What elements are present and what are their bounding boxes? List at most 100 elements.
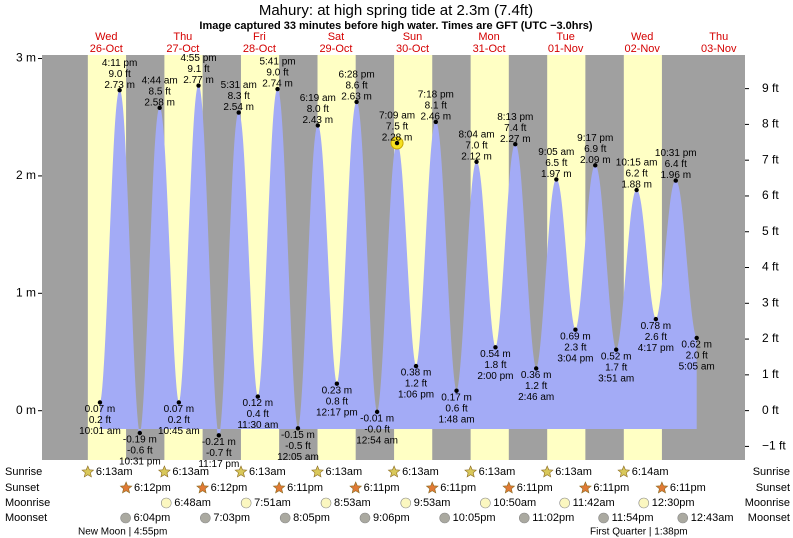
day-weekday: Thu	[709, 31, 728, 43]
sun-icon	[234, 465, 248, 478]
tide-point	[97, 400, 103, 405]
y2-tick-label: 3 ft	[762, 295, 779, 309]
tide-point	[137, 430, 143, 436]
tide-point	[176, 400, 182, 405]
tide-time: 11:17 pm	[198, 459, 239, 470]
tide-time: 2:00 pm	[477, 371, 513, 382]
day-date: 31-Oct	[473, 43, 506, 55]
moonset-icon	[200, 512, 211, 524]
event-time: 7:51am	[254, 497, 291, 509]
tide-ft: -0.6 ft	[127, 446, 153, 457]
tide-ft: -0.7 ft	[206, 448, 232, 459]
tide-m: -0.15 m	[281, 430, 315, 441]
tide-ft: 6.4 ft	[665, 159, 687, 170]
tide-ft: 6.9 ft	[584, 144, 606, 155]
tide-ft: 9.0 ft	[108, 69, 130, 80]
row-label: Sunset	[5, 482, 39, 494]
tide-time: 1:06 pm	[398, 390, 434, 401]
y-tick-label: 1 m	[16, 285, 36, 299]
moonset-icon	[279, 512, 291, 524]
tide-ft: 7.4 ft	[504, 123, 526, 134]
tide-ft: 6.2 ft	[625, 169, 647, 180]
tide-m: 2.12 m	[461, 151, 492, 162]
tide-ft: 6.5 ft	[545, 158, 567, 169]
sun-icon	[425, 481, 439, 494]
event-time: 6:13am	[172, 466, 209, 478]
tide-m: 0.17 m	[441, 392, 472, 403]
tide-ft: 2.3 ft	[564, 342, 586, 353]
event-time: 6:13am	[479, 466, 516, 478]
moonrise-icon	[320, 497, 332, 509]
event-time: 6:13am	[249, 466, 286, 478]
tide-ft: 8.6 ft	[345, 81, 367, 92]
tide-time: 12:05 am	[277, 452, 319, 463]
tide-point	[513, 142, 518, 147]
event-time: 8:53am	[334, 497, 371, 509]
tide-time: 5:31 am	[221, 80, 257, 91]
event-time: 8:05pm	[293, 512, 330, 524]
tide-m: 1.88 m	[621, 180, 652, 191]
tide-ft: 9.1 ft	[187, 64, 209, 75]
tide-time: 4:17 pm	[638, 343, 674, 354]
tide-m: 0.07 m	[164, 404, 195, 415]
tide-point	[694, 335, 699, 341]
event-time: 6:13am	[402, 466, 439, 478]
event-time: 6:13am	[326, 466, 363, 478]
tide-m: 2.27 m	[500, 134, 531, 145]
event-time: 6:14am	[632, 466, 669, 478]
event-time: 11:02pm	[532, 512, 574, 524]
tide-time: 4:44 am	[142, 75, 178, 86]
tide-point	[374, 409, 380, 415]
y2-tick-label: 9 ft	[762, 81, 779, 95]
tide-ft: 0.2 ft	[89, 415, 111, 426]
day-date: 03-Nov	[701, 43, 737, 55]
tide-m: 1.97 m	[541, 169, 572, 180]
tide-time: 8:04 am	[458, 129, 494, 140]
sun-icon	[578, 481, 592, 494]
row-label: Moonset	[748, 512, 790, 524]
sun-icon	[119, 481, 133, 494]
tide-m: 2.09 m	[580, 155, 611, 166]
tide-point	[236, 110, 241, 115]
tide-ft: 1.2 ft	[525, 381, 547, 392]
day-weekday: Tue	[556, 31, 575, 43]
event-time: 6:48am	[174, 497, 211, 509]
tide-m: 0.07 m	[85, 404, 116, 415]
event-time: 10:05pm	[453, 512, 496, 524]
y2-tick-label: 0 ft	[762, 403, 779, 417]
event-time: 6:11pm	[670, 482, 706, 494]
moon-phase-note: New Moon | 4:55pm	[78, 527, 167, 538]
tide-ft: 0.4 ft	[247, 409, 269, 420]
moonset-icon	[359, 512, 371, 524]
sun-icon	[617, 465, 631, 478]
moonrise-icon	[240, 497, 252, 509]
tide-point	[315, 123, 321, 128]
moonrise-icon	[638, 497, 650, 509]
tide-ft: 0.2 ft	[168, 415, 190, 426]
tide-time: 10:31 pm	[119, 457, 161, 468]
moonset-icon	[120, 512, 131, 524]
day-date: 30-Oct	[396, 43, 429, 55]
event-time: 6:11pm	[593, 482, 629, 494]
y2-tick-label: −1 ft	[762, 439, 786, 453]
day-weekday: Mon	[478, 31, 499, 43]
chart-title: Mahury: at high spring tide at 2.3m (7.4…	[259, 2, 533, 19]
tide-m: 0.12 m	[243, 398, 274, 409]
day-weekday: Thu	[173, 31, 192, 43]
tide-time: 2:46 am	[518, 392, 554, 403]
event-time: 6:13am	[96, 466, 133, 478]
tide-time: 11:30 am	[237, 420, 278, 431]
y2-tick-label: 5 ft	[762, 224, 779, 238]
sun-icon	[272, 481, 286, 494]
tide-ft: 0.6 ft	[445, 403, 467, 414]
tide-time: 9:05 am	[538, 147, 574, 158]
tide-time: 12:17 pm	[316, 407, 358, 418]
tide-ft: 1.8 ft	[484, 360, 506, 371]
tide-point	[454, 388, 459, 393]
tide-point	[474, 159, 479, 165]
sun-icon	[502, 481, 516, 494]
tide-time: 10:31 pm	[655, 148, 697, 159]
tide-m: 2.46 m	[421, 112, 452, 123]
